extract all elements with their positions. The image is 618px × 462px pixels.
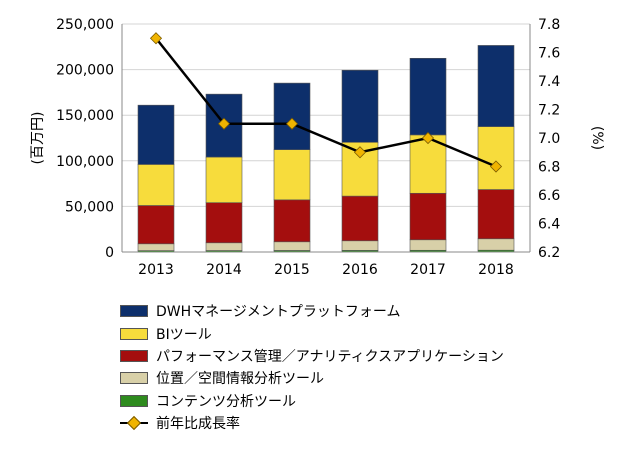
bar-segment <box>205 242 243 251</box>
bar-segment <box>341 69 379 143</box>
legend-item: BIツール <box>120 322 504 344</box>
legend-item: コンテンツ分析ツール <box>120 390 504 412</box>
bar-segment <box>137 205 175 245</box>
bar-segment <box>477 189 515 240</box>
bar-segment <box>477 238 515 251</box>
bar-segment <box>477 126 515 190</box>
y2-tick-label: 6.6 <box>538 188 560 204</box>
bar-segment <box>409 239 447 251</box>
y2-tick-label: 7.6 <box>538 46 560 62</box>
tick-labels: 0 50,000 100,000 150,000 200,000 250,000 6.2 6.… <box>56 17 560 278</box>
bar-segment <box>341 195 379 242</box>
legend-item: 位置／空間情報分析ツール <box>120 367 504 389</box>
y2-axis-label: (%) <box>589 126 605 150</box>
bar-segment <box>273 241 311 251</box>
y2-tick-label: 6.8 <box>538 160 560 176</box>
y-axis-label: (百万円) <box>30 112 46 165</box>
bar-segment <box>341 141 379 197</box>
legend: DWHマネージメントプラットフォーム BIツール パフォーマンス管理／アナリティ… <box>120 300 504 434</box>
legend-label: BIツール <box>156 326 212 343</box>
legend-item: 前年比成長率 <box>120 412 504 434</box>
y-tick-label: 50,000 <box>65 199 114 215</box>
bar-segment <box>341 240 379 251</box>
bar-segment <box>409 192 447 241</box>
growth-marker <box>353 146 367 159</box>
bar-segment <box>409 134 447 194</box>
y2-tick-label: 7.2 <box>538 103 560 119</box>
growth-marker <box>489 160 503 173</box>
bar-segment <box>205 156 243 203</box>
x-tick-label: 2013 <box>138 262 174 278</box>
growth-marker <box>421 131 435 145</box>
legend-swatch <box>120 372 148 385</box>
bar-segment <box>273 149 311 201</box>
x-tick-label: 2016 <box>342 262 378 278</box>
bar-segment <box>137 104 175 165</box>
legend-swatch <box>120 349 148 362</box>
x-tick-label: 2015 <box>274 262 310 278</box>
legend-swatch <box>120 327 148 340</box>
y2-tick-label: 6.4 <box>538 217 560 233</box>
bar-segment <box>273 199 311 243</box>
bar-segment <box>409 57 447 136</box>
y-tick-label: 200,000 <box>56 63 114 79</box>
growth-marker <box>149 32 163 45</box>
legend-label: DWHマネージメントプラットフォーム <box>156 304 401 321</box>
y-tick-label: 150,000 <box>56 108 114 124</box>
growth-line-layer <box>149 32 503 173</box>
x-tick-label: 2014 <box>206 262 242 278</box>
y-tick-label: 100,000 <box>56 154 114 170</box>
y2-tick-label: 6.2 <box>538 245 560 261</box>
legend-line-marker <box>120 416 148 431</box>
legend-item: パフォーマンス管理／アナリティクスアプリケーション <box>120 345 504 367</box>
bar-segment <box>137 243 175 251</box>
bar-segment <box>205 202 243 244</box>
x-tick-label: 2018 <box>478 262 514 278</box>
bar-segment <box>477 45 515 127</box>
y2-tick-label: 7.4 <box>538 74 560 90</box>
bar-segment <box>137 164 175 206</box>
legend-swatch <box>120 305 148 318</box>
y2-tick-label: 7.8 <box>538 17 560 33</box>
legend-label: 前年比成長率 <box>156 416 240 433</box>
y-tick-label: 0 <box>105 245 114 261</box>
legend-item: DWHマネージメントプラットフォーム <box>120 300 504 322</box>
growth-marker <box>217 117 231 130</box>
chart: 0 50,000 100,000 150,000 200,000 250,000 6.2 6.… <box>30 17 605 278</box>
legend-label: コンテンツ分析ツール <box>156 393 296 410</box>
legend-swatch <box>120 394 148 407</box>
bars <box>137 45 515 253</box>
grid-lines <box>122 23 530 207</box>
growth-marker <box>285 117 299 130</box>
growth-line <box>155 37 497 168</box>
y2-tick-label: 7.0 <box>538 131 560 147</box>
legend-label: パフォーマンス管理／アナリティクスアプリケーション <box>156 348 504 365</box>
legend-label: 位置／空間情報分析ツール <box>156 371 324 388</box>
bar-segment <box>273 82 311 150</box>
x-tick-label: 2017 <box>410 262 446 278</box>
y-tick-label: 250,000 <box>56 17 114 33</box>
